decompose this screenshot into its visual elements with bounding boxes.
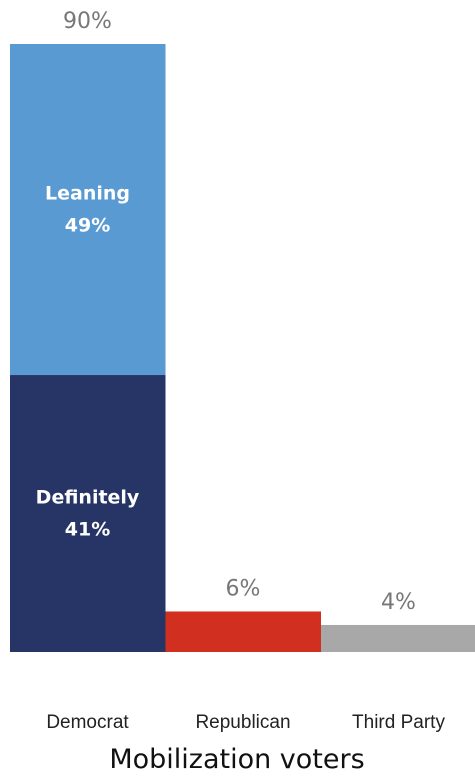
- segment-label-definitely-name: Definitely: [36, 487, 140, 509]
- category-label-republican: Republican: [195, 712, 290, 733]
- bar-democrat-leaning: [10, 44, 166, 376]
- bar-republican-definitely: [165, 611, 321, 652]
- bars-group: [10, 44, 475, 652]
- segment-label-leaning-value: 49%: [65, 215, 110, 237]
- labels-group: Definitely 41% Leaning 49% 90% Democrat 6% Repu…: [36, 9, 446, 733]
- x-axis-title: Mobilization voters: [109, 744, 364, 775]
- bar-democrat-definitely: [10, 375, 166, 652]
- segment-label-leaning-name: Leaning: [45, 183, 130, 205]
- category-label-democrat: Democrat: [46, 712, 129, 733]
- segment-label-definitely-value: 41%: [65, 519, 110, 541]
- total-label-democrat: 90%: [63, 9, 112, 34]
- total-label-republican: 6%: [226, 576, 261, 601]
- category-label-third-party: Third Party: [352, 712, 445, 733]
- total-label-third-party: 4%: [381, 590, 416, 615]
- bar-third-party-definitely: [321, 624, 475, 652]
